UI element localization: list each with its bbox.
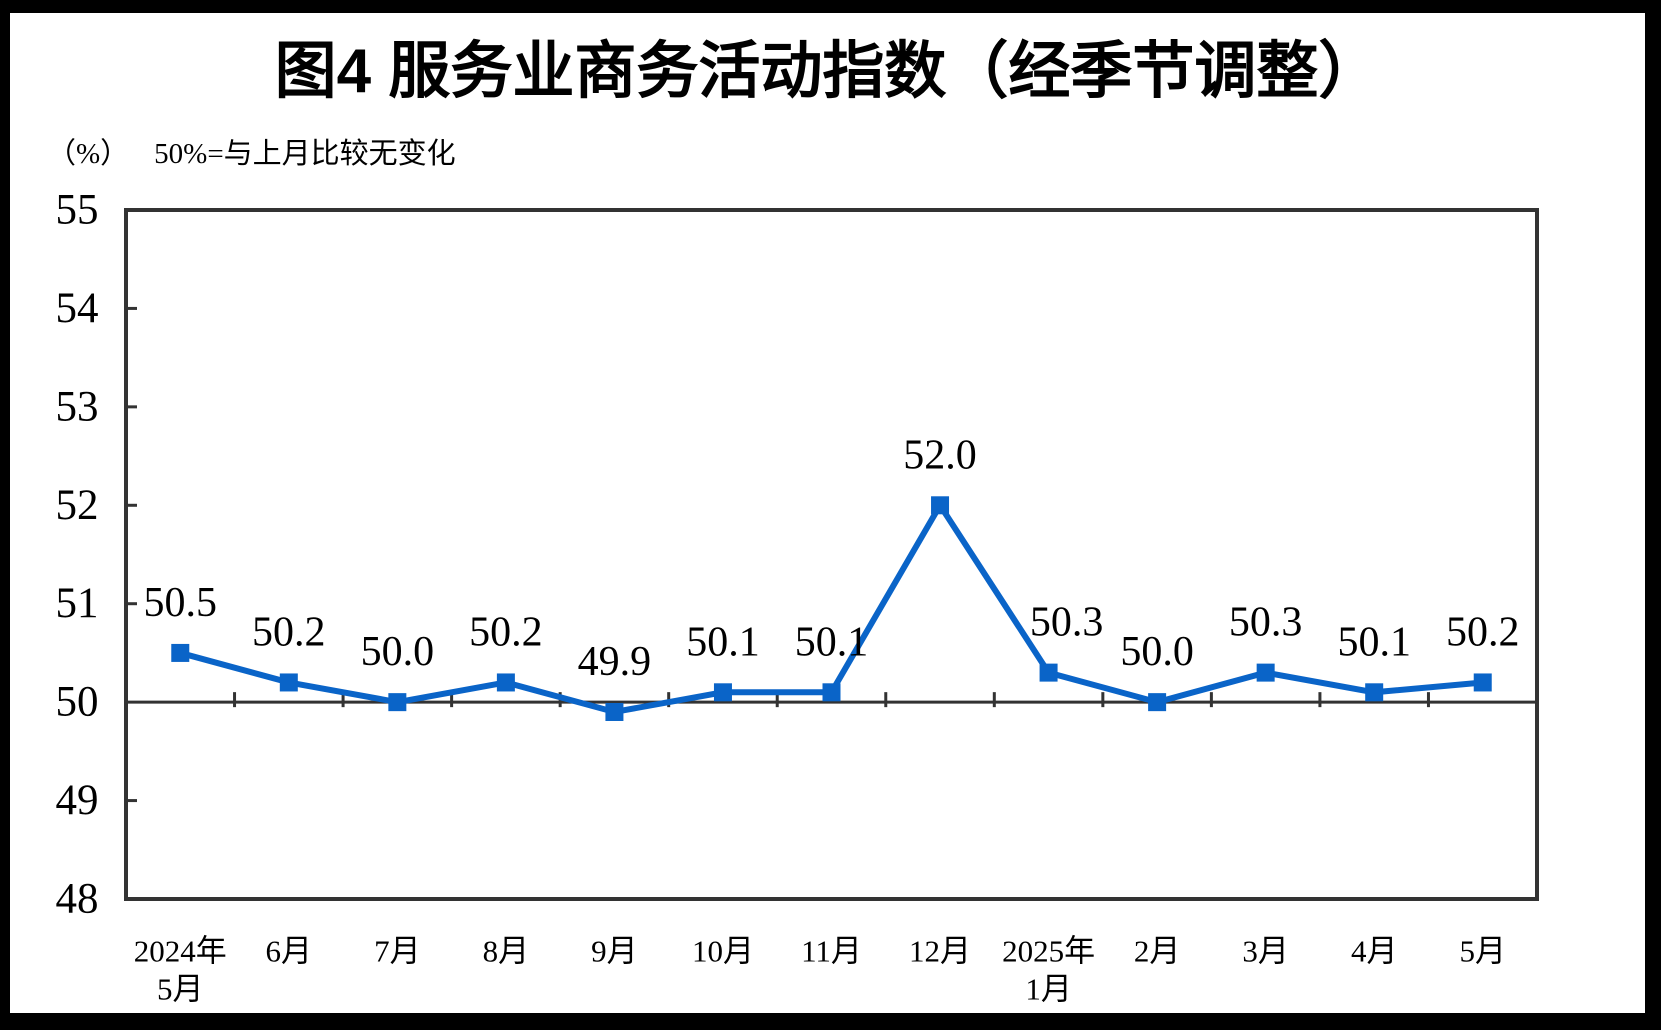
data-point-marker xyxy=(1365,683,1384,702)
x-axis-tick-label: 1月 xyxy=(1025,972,1072,1007)
y-axis-tick-label: 53 xyxy=(56,383,99,430)
x-axis-tick-label: 6月 xyxy=(266,934,313,969)
data-point-label: 50.1 xyxy=(686,619,760,665)
y-axis-tick-label: 51 xyxy=(56,580,99,627)
x-axis-tick-label: 4月 xyxy=(1351,934,1398,969)
x-axis-tick-label: 3月 xyxy=(1242,934,1289,969)
data-point-label: 50.2 xyxy=(252,609,326,655)
x-axis-tick-label: 10月 xyxy=(692,934,754,969)
data-point-marker xyxy=(171,643,190,662)
x-axis-tick-label: 7月 xyxy=(374,934,421,969)
plot-border xyxy=(124,208,1539,901)
data-point-marker xyxy=(713,683,732,702)
labels: 50.5 50.2 50.0 50.2 49.9 50.1 50.1 52.0 50.3 50.0… xyxy=(144,432,1520,685)
data-point-marker xyxy=(388,693,407,712)
series xyxy=(171,496,1492,721)
x-axis-tick-label: 5月 xyxy=(1459,934,1506,969)
data-point-label: 50.3 xyxy=(1030,600,1104,646)
data-point-label: 50.3 xyxy=(1229,600,1303,646)
y-axis-tick-label: 48 xyxy=(56,876,99,923)
x-axis-tick-label: 2025年 xyxy=(1002,934,1095,969)
y-axis-tick-label: 55 xyxy=(56,187,99,234)
data-point-marker xyxy=(605,702,624,721)
data-point-marker xyxy=(1256,663,1275,682)
data-point-marker xyxy=(822,683,841,702)
y-axis-tick-label: 49 xyxy=(56,777,99,824)
data-point-label: 50.5 xyxy=(144,580,218,626)
x-axis-tick-label: 5月 xyxy=(157,972,204,1007)
data-point-label: 50.0 xyxy=(1120,629,1194,675)
data-point-label: 50.1 xyxy=(795,619,869,665)
data-point-marker xyxy=(279,673,298,692)
chart-page: 图4 服务业商务活动指数（经季节调整） （%） 50%=与上月比较无变化 48 49… xyxy=(10,13,1645,1013)
x-axis-tick-label: 2024年 xyxy=(134,934,227,969)
data-point-marker xyxy=(1039,663,1058,682)
data-point-label: 49.9 xyxy=(578,639,652,685)
x-axis-tick-label: 2月 xyxy=(1134,934,1181,969)
y-axis-tick-label: 50 xyxy=(56,679,99,726)
data-point-label: 50.2 xyxy=(1446,609,1520,655)
y-axis-tick-label: 54 xyxy=(56,285,99,332)
chart-title: 图4 服务业商务活动指数（经季节调整） xyxy=(274,37,1381,106)
data-point-label: 50.1 xyxy=(1337,619,1411,665)
x-axis-tick-label: 8月 xyxy=(483,934,530,969)
baseline-note: 50%=与上月比较无变化 xyxy=(154,138,456,170)
x-axis-tick-label: 9月 xyxy=(591,934,638,969)
axis-note: （%） 50%=与上月比较无变化 xyxy=(47,135,456,173)
y-axis-unit-label: （%） xyxy=(47,138,130,170)
x-axis-tick-label: 11月 xyxy=(801,934,862,969)
data-point-label: 52.0 xyxy=(903,432,977,478)
data-point-marker xyxy=(1148,693,1167,712)
plot-frame xyxy=(124,208,1539,901)
data-point-marker xyxy=(1473,673,1492,692)
data-point-label: 50.2 xyxy=(469,609,543,655)
data-point-marker xyxy=(496,673,515,692)
data-point-marker xyxy=(931,496,950,515)
x-axis-tick-label: 12月 xyxy=(909,934,971,969)
data-point-label: 50.0 xyxy=(361,629,435,675)
y-axis-tick-label: 52 xyxy=(56,482,99,529)
